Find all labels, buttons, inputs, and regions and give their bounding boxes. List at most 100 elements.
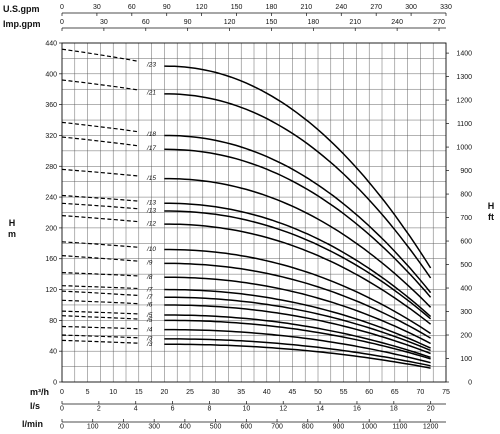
imp-gpm-tick-label: 120 — [224, 19, 236, 26]
y-right-tick-label: 900 — [460, 168, 472, 175]
y-right-title-bottom: ft — [488, 212, 494, 222]
y-right-tick-label: 500 — [460, 262, 472, 269]
curve-label: /15 — [146, 175, 156, 182]
us-gpm-tick-label: 120 — [196, 4, 208, 11]
lmin-tick-label: 1200 — [423, 424, 439, 431]
y-left-tick-label: 280 — [45, 164, 57, 171]
ls-tick-label: 16 — [353, 406, 361, 413]
m3h-tick-label: 70 — [417, 389, 425, 396]
curve-label: /13 — [146, 207, 156, 214]
curve-label: /10 — [146, 246, 156, 253]
lmin-tick-label: 700 — [271, 424, 283, 431]
m3h-tick-label: 40 — [263, 389, 271, 396]
y-left-tick-label: 120 — [45, 287, 57, 294]
curve-label: /13 — [146, 200, 156, 207]
chart-grid — [61, 42, 447, 383]
y-right-tick-label: 100 — [460, 356, 472, 363]
y-right-tick-label: 1400 — [456, 51, 472, 58]
us-gpm-tick-label: 270 — [370, 4, 382, 11]
curve-solid-n7 — [164, 296, 431, 352]
curve-solid-n15 — [164, 177, 432, 308]
lmin-tick-label: 300 — [148, 424, 160, 431]
curve-solid-n13 — [164, 202, 432, 318]
m3h-tick-label: 0 — [60, 389, 64, 396]
m3h-tick-label: 65 — [391, 389, 399, 396]
curve-solid-n12 — [164, 223, 432, 325]
imp-gpm-tick-label: 210 — [349, 19, 361, 26]
curve-solid-n5 — [164, 314, 431, 359]
lmin-tick-label: 100 — [87, 424, 99, 431]
imp-gpm-tick-label: 180 — [308, 19, 320, 26]
y-left-tick-label: 440 — [45, 41, 57, 48]
m3h-tick-label: 55 — [340, 389, 348, 396]
ls-tick-label: 4 — [134, 406, 138, 413]
m3h-title: m³/h — [30, 387, 49, 397]
y-left-tick-label: 200 — [45, 225, 57, 232]
m3h-tick-label: 25 — [186, 389, 194, 396]
curve-label: /5 — [146, 317, 153, 324]
us-gpm-tick-label: 60 — [128, 4, 136, 11]
curve-label: /12 — [146, 220, 156, 227]
imp-gpm-tick-label: 270 — [433, 19, 445, 26]
imp-gpm-tick-label: 240 — [391, 19, 403, 26]
ls-tick-label: 2 — [97, 406, 101, 413]
curve-solid-n7 — [164, 288, 431, 349]
us-gpm-tick-label: 210 — [301, 4, 313, 11]
y-left-tick-label: 40 — [49, 349, 57, 356]
lmin-tick-label: 500 — [210, 424, 222, 431]
m3h-tick-label: 45 — [289, 389, 297, 396]
y-left-tick-label: 0 — [53, 380, 57, 387]
imp-gpm-tick-label: 30 — [100, 19, 108, 26]
lmin-tick-label: 600 — [240, 424, 252, 431]
curve-label: /9 — [146, 260, 153, 267]
curve-solid-n18 — [164, 134, 432, 294]
y-left-title-bottom: m — [8, 229, 16, 239]
curve-solid-n10 — [164, 248, 432, 335]
us-gpm-tick-label: 30 — [93, 4, 101, 11]
m3h-tick-label: 60 — [365, 389, 373, 396]
curve-label: /5 — [146, 312, 153, 319]
us-gpm-title: U.S.gpm — [3, 4, 40, 14]
imp-gpm-tick-label: 0 — [60, 19, 64, 26]
imp-gpm-title: Imp.gpm — [3, 19, 41, 29]
y-right-tick-label: 1100 — [457, 121, 472, 128]
curve-label: /21 — [146, 89, 156, 96]
lmin-tick-label: 400 — [179, 424, 191, 431]
us-gpm-tick-label: 330 — [440, 4, 452, 11]
lmin-tick-label: 800 — [302, 424, 314, 431]
lmin-tick-label: 1000 — [361, 424, 377, 431]
m3h-tick-label: 15 — [135, 389, 143, 396]
curve-label: /23 — [146, 61, 156, 68]
us-gpm-tick-label: 300 — [405, 4, 417, 11]
curve-label: /8 — [146, 274, 153, 281]
plot-frame — [61, 42, 447, 383]
y-right-tick-label: 600 — [460, 239, 472, 246]
lmin-tick-label: 1100 — [392, 424, 407, 431]
m3h-tick-label: 75 — [442, 389, 450, 396]
y-left-tick-label: 360 — [45, 102, 57, 109]
ls-tick-label: 10 — [242, 406, 250, 413]
ls-title: l/s — [30, 401, 40, 411]
curve-solid-n3 — [164, 343, 431, 369]
m3h-tick-label: 20 — [161, 389, 169, 396]
curve-label: /17 — [146, 145, 156, 152]
m3h-tick-label: 35 — [237, 389, 245, 396]
m3h-tick-label: 50 — [314, 389, 322, 396]
curve-solid-n13 — [164, 210, 432, 320]
y-right-tick-label: 300 — [460, 309, 472, 316]
ls-tick-label: 6 — [171, 406, 175, 413]
curve-solid-n23 — [164, 65, 432, 269]
y-right-tick-label: 700 — [460, 215, 472, 222]
curve-label: /6 — [146, 302, 153, 309]
ls-tick-label: 14 — [316, 406, 324, 413]
us-gpm-tick-label: 0 — [60, 4, 64, 11]
ls-tick-label: 20 — [427, 406, 435, 413]
curve-label: /7 — [146, 294, 153, 301]
us-gpm-tick-label: 180 — [266, 4, 278, 11]
curve-label: /18 — [146, 131, 156, 138]
y-left-tick-label: 320 — [45, 133, 57, 140]
y-right-tick-label: 1300 — [456, 74, 472, 81]
y-left-title-top: H — [9, 218, 16, 228]
